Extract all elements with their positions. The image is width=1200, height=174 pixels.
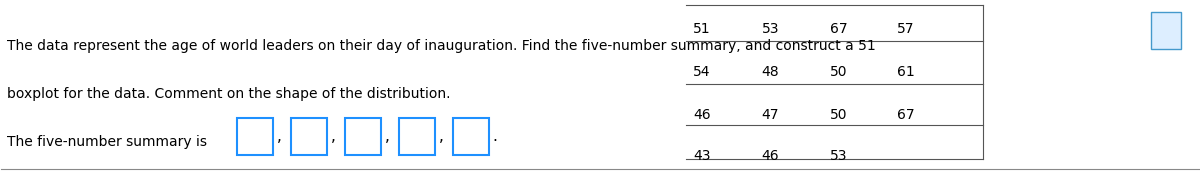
Text: 50: 50 (830, 108, 847, 122)
Text: ,: , (277, 129, 282, 144)
Text: .: . (492, 129, 497, 144)
Text: boxplot for the data. Comment on the shape of the distribution.: boxplot for the data. Comment on the sha… (7, 87, 451, 101)
Text: 61: 61 (896, 65, 914, 79)
FancyBboxPatch shape (238, 118, 274, 156)
Text: The five-number summary is: The five-number summary is (7, 135, 208, 149)
Text: 53: 53 (830, 149, 847, 163)
Text: ,: , (331, 129, 336, 144)
Text: ,: , (384, 129, 389, 144)
FancyBboxPatch shape (344, 118, 380, 156)
Text: 67: 67 (896, 108, 914, 122)
FancyBboxPatch shape (1151, 12, 1181, 49)
Text: 53: 53 (762, 22, 779, 36)
FancyBboxPatch shape (398, 118, 434, 156)
Text: The data represent the age of world leaders on their day of inauguration. Find t: The data represent the age of world lead… (7, 39, 876, 53)
Text: 67: 67 (830, 22, 847, 36)
Text: 50: 50 (830, 65, 847, 79)
Text: 47: 47 (762, 108, 779, 122)
Text: 46: 46 (762, 149, 779, 163)
Text: ,: , (438, 129, 443, 144)
Text: 51: 51 (694, 22, 712, 36)
Text: 43: 43 (694, 149, 710, 163)
Text: 48: 48 (762, 65, 779, 79)
FancyBboxPatch shape (292, 118, 328, 156)
Text: 54: 54 (694, 65, 710, 79)
Text: 57: 57 (896, 22, 914, 36)
FancyBboxPatch shape (452, 118, 488, 156)
Text: 46: 46 (694, 108, 712, 122)
